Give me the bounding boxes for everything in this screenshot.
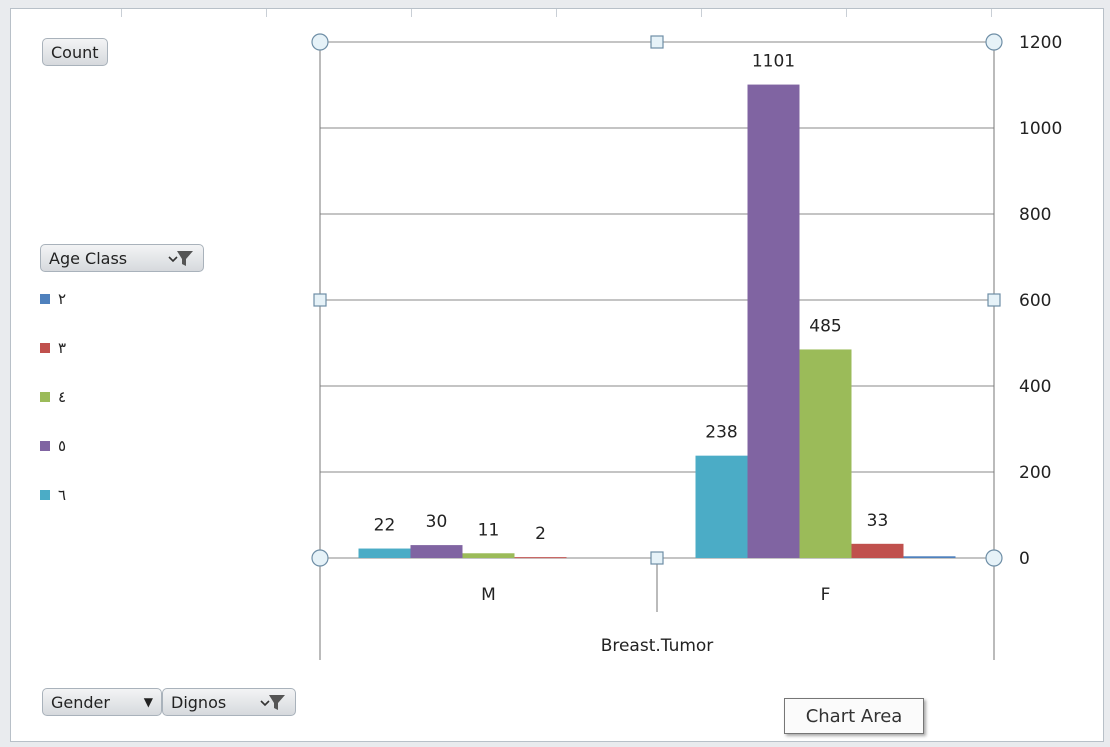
dignos-field-button[interactable]: Dignos (162, 688, 296, 716)
tooltip-text: Chart Area (805, 705, 903, 727)
data-label: 11 (478, 520, 500, 540)
bar (462, 553, 515, 558)
legend-swatch (40, 343, 50, 353)
legend-item: ٦ (40, 486, 66, 504)
age-class-field-button[interactable]: Age Class (40, 244, 204, 272)
resize-handle (985, 33, 1003, 51)
data-label: 2 (535, 524, 546, 544)
resize-handle (985, 549, 1003, 567)
chart-area-tooltip: Chart Area (784, 698, 924, 734)
gender-field-button[interactable]: Gender ▼ (42, 688, 162, 716)
resize-handle (311, 33, 329, 51)
y-tick-label: 1200 (1019, 33, 1062, 53)
data-label: 33 (867, 511, 889, 531)
legend-label: ٤ (58, 388, 67, 406)
chart-area[interactable] (10, 8, 1104, 742)
legend-swatch (40, 441, 50, 451)
bar (695, 455, 748, 558)
x-axis-title: Breast.Tumor (601, 636, 714, 656)
x-tick-label: M (481, 585, 496, 605)
y-tick-label: 0 (1019, 549, 1030, 569)
data-label: 30 (426, 512, 448, 532)
legend-item: ٣ (40, 339, 66, 357)
y-tick-label: 600 (1019, 291, 1051, 311)
bar (903, 556, 956, 558)
data-label: 22 (374, 516, 396, 536)
y-tick-label: 200 (1019, 463, 1051, 483)
dignos-field-label: Dignos (171, 692, 227, 712)
count-field-label: Count (51, 42, 99, 62)
legend-swatch (40, 490, 50, 500)
data-label: 485 (809, 316, 841, 336)
bar (410, 545, 463, 558)
legend-label: ٣ (58, 339, 67, 357)
bar (851, 543, 904, 558)
legend-label: ٥ (58, 437, 67, 455)
resize-handle (650, 35, 664, 49)
resize-handle (650, 551, 664, 565)
legend-item: ٤ (40, 388, 66, 406)
data-label: 238 (705, 423, 737, 443)
gender-field-label: Gender (51, 692, 110, 712)
legend-item: ٥ (40, 437, 66, 455)
bar (747, 84, 800, 558)
filter-icon[interactable] (167, 248, 195, 268)
y-tick-label: 400 (1019, 377, 1051, 397)
count-field-button[interactable]: Count (42, 38, 108, 66)
legend-label: ٦ (58, 486, 67, 504)
age-class-field-label: Age Class (49, 248, 128, 268)
y-tick-label: 1000 (1019, 119, 1062, 139)
bar (799, 349, 852, 558)
legend-swatch (40, 294, 50, 304)
resize-handle (313, 293, 327, 307)
legend-item: ٢ (40, 290, 66, 308)
legend-swatch (40, 392, 50, 402)
legend-label: ٢ (58, 290, 67, 308)
dropdown-arrow-icon[interactable]: ▼ (143, 695, 153, 709)
filter-icon[interactable] (259, 692, 287, 712)
y-tick-label: 800 (1019, 205, 1051, 225)
x-tick-label: F (821, 585, 831, 605)
data-label: 1101 (752, 52, 795, 72)
bar (514, 557, 567, 559)
resize-handle (987, 293, 1001, 307)
resize-handle (311, 549, 329, 567)
bar (358, 548, 411, 558)
